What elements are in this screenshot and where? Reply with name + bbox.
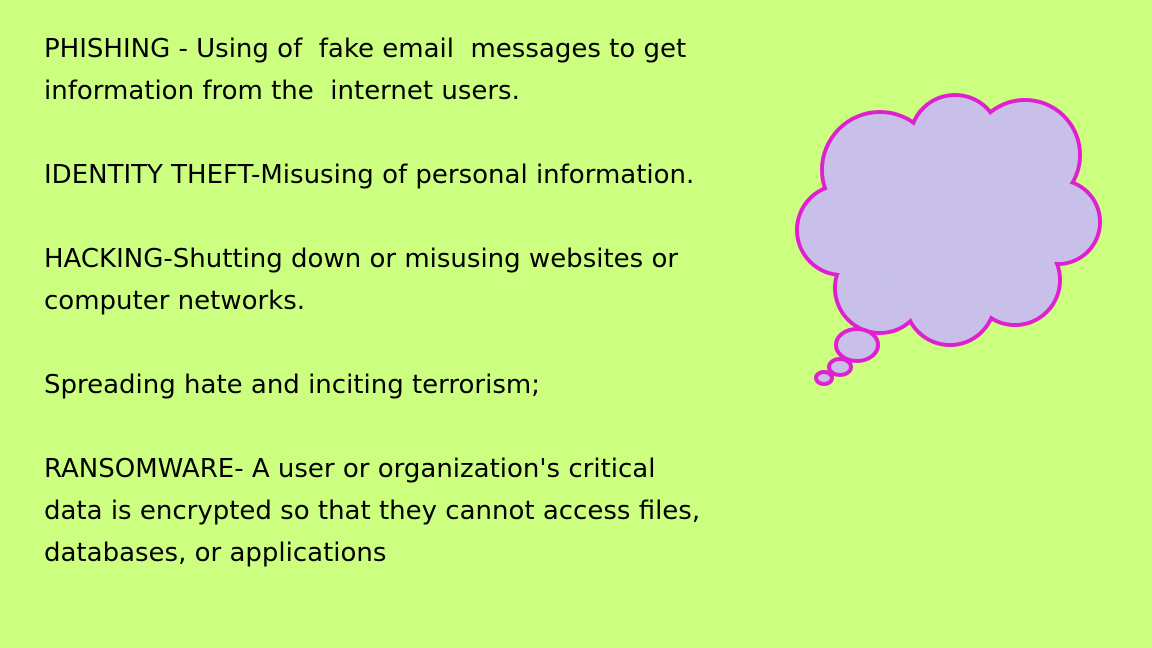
text-line: RANSOMWARE- A user or organization's cri…: [44, 454, 656, 484]
text-line: databases, or applications: [44, 538, 387, 568]
item: Spreading hate and inciting terrorism;: [44, 364, 700, 406]
cloud-fill: [799, 97, 1098, 343]
text-block: PHISHING - Using of fake email messages …: [44, 28, 700, 616]
thought-bubbles: [814, 327, 880, 386]
text-line: information from the internet users.: [44, 76, 520, 106]
item: IDENTITY THEFT-Misusing of personal info…: [44, 154, 700, 196]
text-line: IDENTITY THEFT-Misusing of personal info…: [44, 160, 695, 190]
item: PHISHING - Using of fake email messages …: [44, 28, 700, 112]
text-line: PHISHING - Using of fake email messages …: [44, 34, 687, 64]
text-line: computer networks.: [44, 286, 306, 316]
text-line: Spreading hate and inciting terrorism;: [44, 370, 540, 400]
text-line: HACKING-Shutting down or misusing websit…: [44, 244, 679, 274]
text-line: data is encrypted so that they cannot ac…: [44, 496, 701, 526]
item: RANSOMWARE- A user or organization's cri…: [44, 448, 700, 574]
item: HACKING-Shutting down or misusing websit…: [44, 238, 700, 322]
